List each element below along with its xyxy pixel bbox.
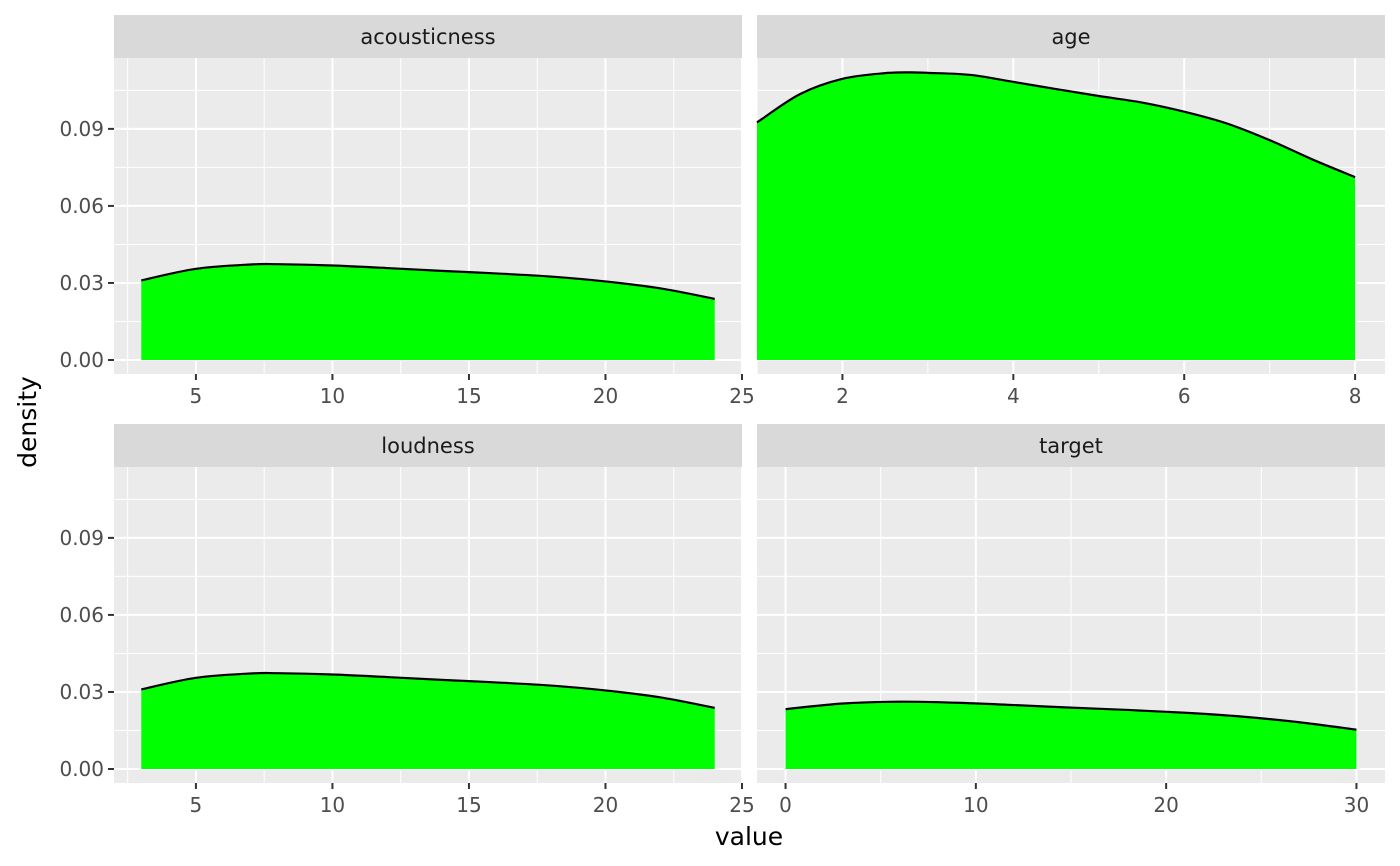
y-tick-label: 0.00 xyxy=(59,348,104,372)
x-tick-label: 2 xyxy=(836,384,849,408)
facet-title: age xyxy=(1051,25,1090,49)
x-tick-label: 20 xyxy=(1153,793,1178,817)
facet-strip xyxy=(114,424,742,467)
x-tick-label: 25 xyxy=(729,793,754,817)
density-curve xyxy=(141,262,715,300)
facet-title: loudness xyxy=(381,434,474,458)
x-tick-label: 30 xyxy=(1344,793,1369,817)
x-tick-label: 4 xyxy=(1007,384,1020,408)
x-tick-label: 5 xyxy=(190,793,203,817)
y-axis-title: density xyxy=(13,376,42,468)
y-tick-label: 0.06 xyxy=(59,194,104,218)
facet-strip xyxy=(757,15,1385,58)
facet-strip xyxy=(114,15,742,58)
x-tick-label: 10 xyxy=(320,384,345,408)
facet-title: target xyxy=(1039,434,1103,458)
density-area xyxy=(785,701,1357,769)
density-curve xyxy=(785,700,1357,731)
facet-age: age 2 4 6 8 xyxy=(756,15,1385,408)
x-tick-label: 5 xyxy=(190,384,203,408)
density-area xyxy=(757,72,1356,361)
y-tick-label: 0.06 xyxy=(59,603,104,627)
y-tick-label: 0.09 xyxy=(59,526,104,550)
x-tick-label: 10 xyxy=(963,793,988,817)
density-curve xyxy=(756,71,1356,179)
y-tick-label: 0.09 xyxy=(59,117,104,141)
facet-title: acousticness xyxy=(360,25,495,49)
x-axis-title: value xyxy=(715,822,783,851)
x-tick-label: 20 xyxy=(593,384,618,408)
facet-target: target 0 10 20 30 xyxy=(757,424,1385,817)
x-tick-label: 20 xyxy=(593,793,618,817)
density-area xyxy=(141,672,715,769)
y-tick-label: 0.03 xyxy=(59,680,104,704)
y-tick-label: 0.00 xyxy=(59,757,104,781)
density-curve xyxy=(141,671,715,709)
facet-strip xyxy=(757,424,1385,467)
y-tick-label: 0.03 xyxy=(59,271,104,295)
x-tick-label: 0 xyxy=(779,793,792,817)
density-area xyxy=(141,263,715,360)
x-tick-label: 6 xyxy=(1178,384,1191,408)
facet-acousticness: acousticness 0.00 0.03 0.06 0.09 5 10 15 20 25 xyxy=(59,15,755,408)
x-tick-label: 15 xyxy=(456,384,481,408)
x-tick-label: 15 xyxy=(456,793,481,817)
x-tick-label: 8 xyxy=(1349,384,1362,408)
x-tick-label: 25 xyxy=(729,384,754,408)
x-tick-label: 10 xyxy=(320,793,345,817)
facet-loudness: loudness 0.00 0.03 0.06 0.09 5 10 15 20 25 xyxy=(59,424,755,817)
